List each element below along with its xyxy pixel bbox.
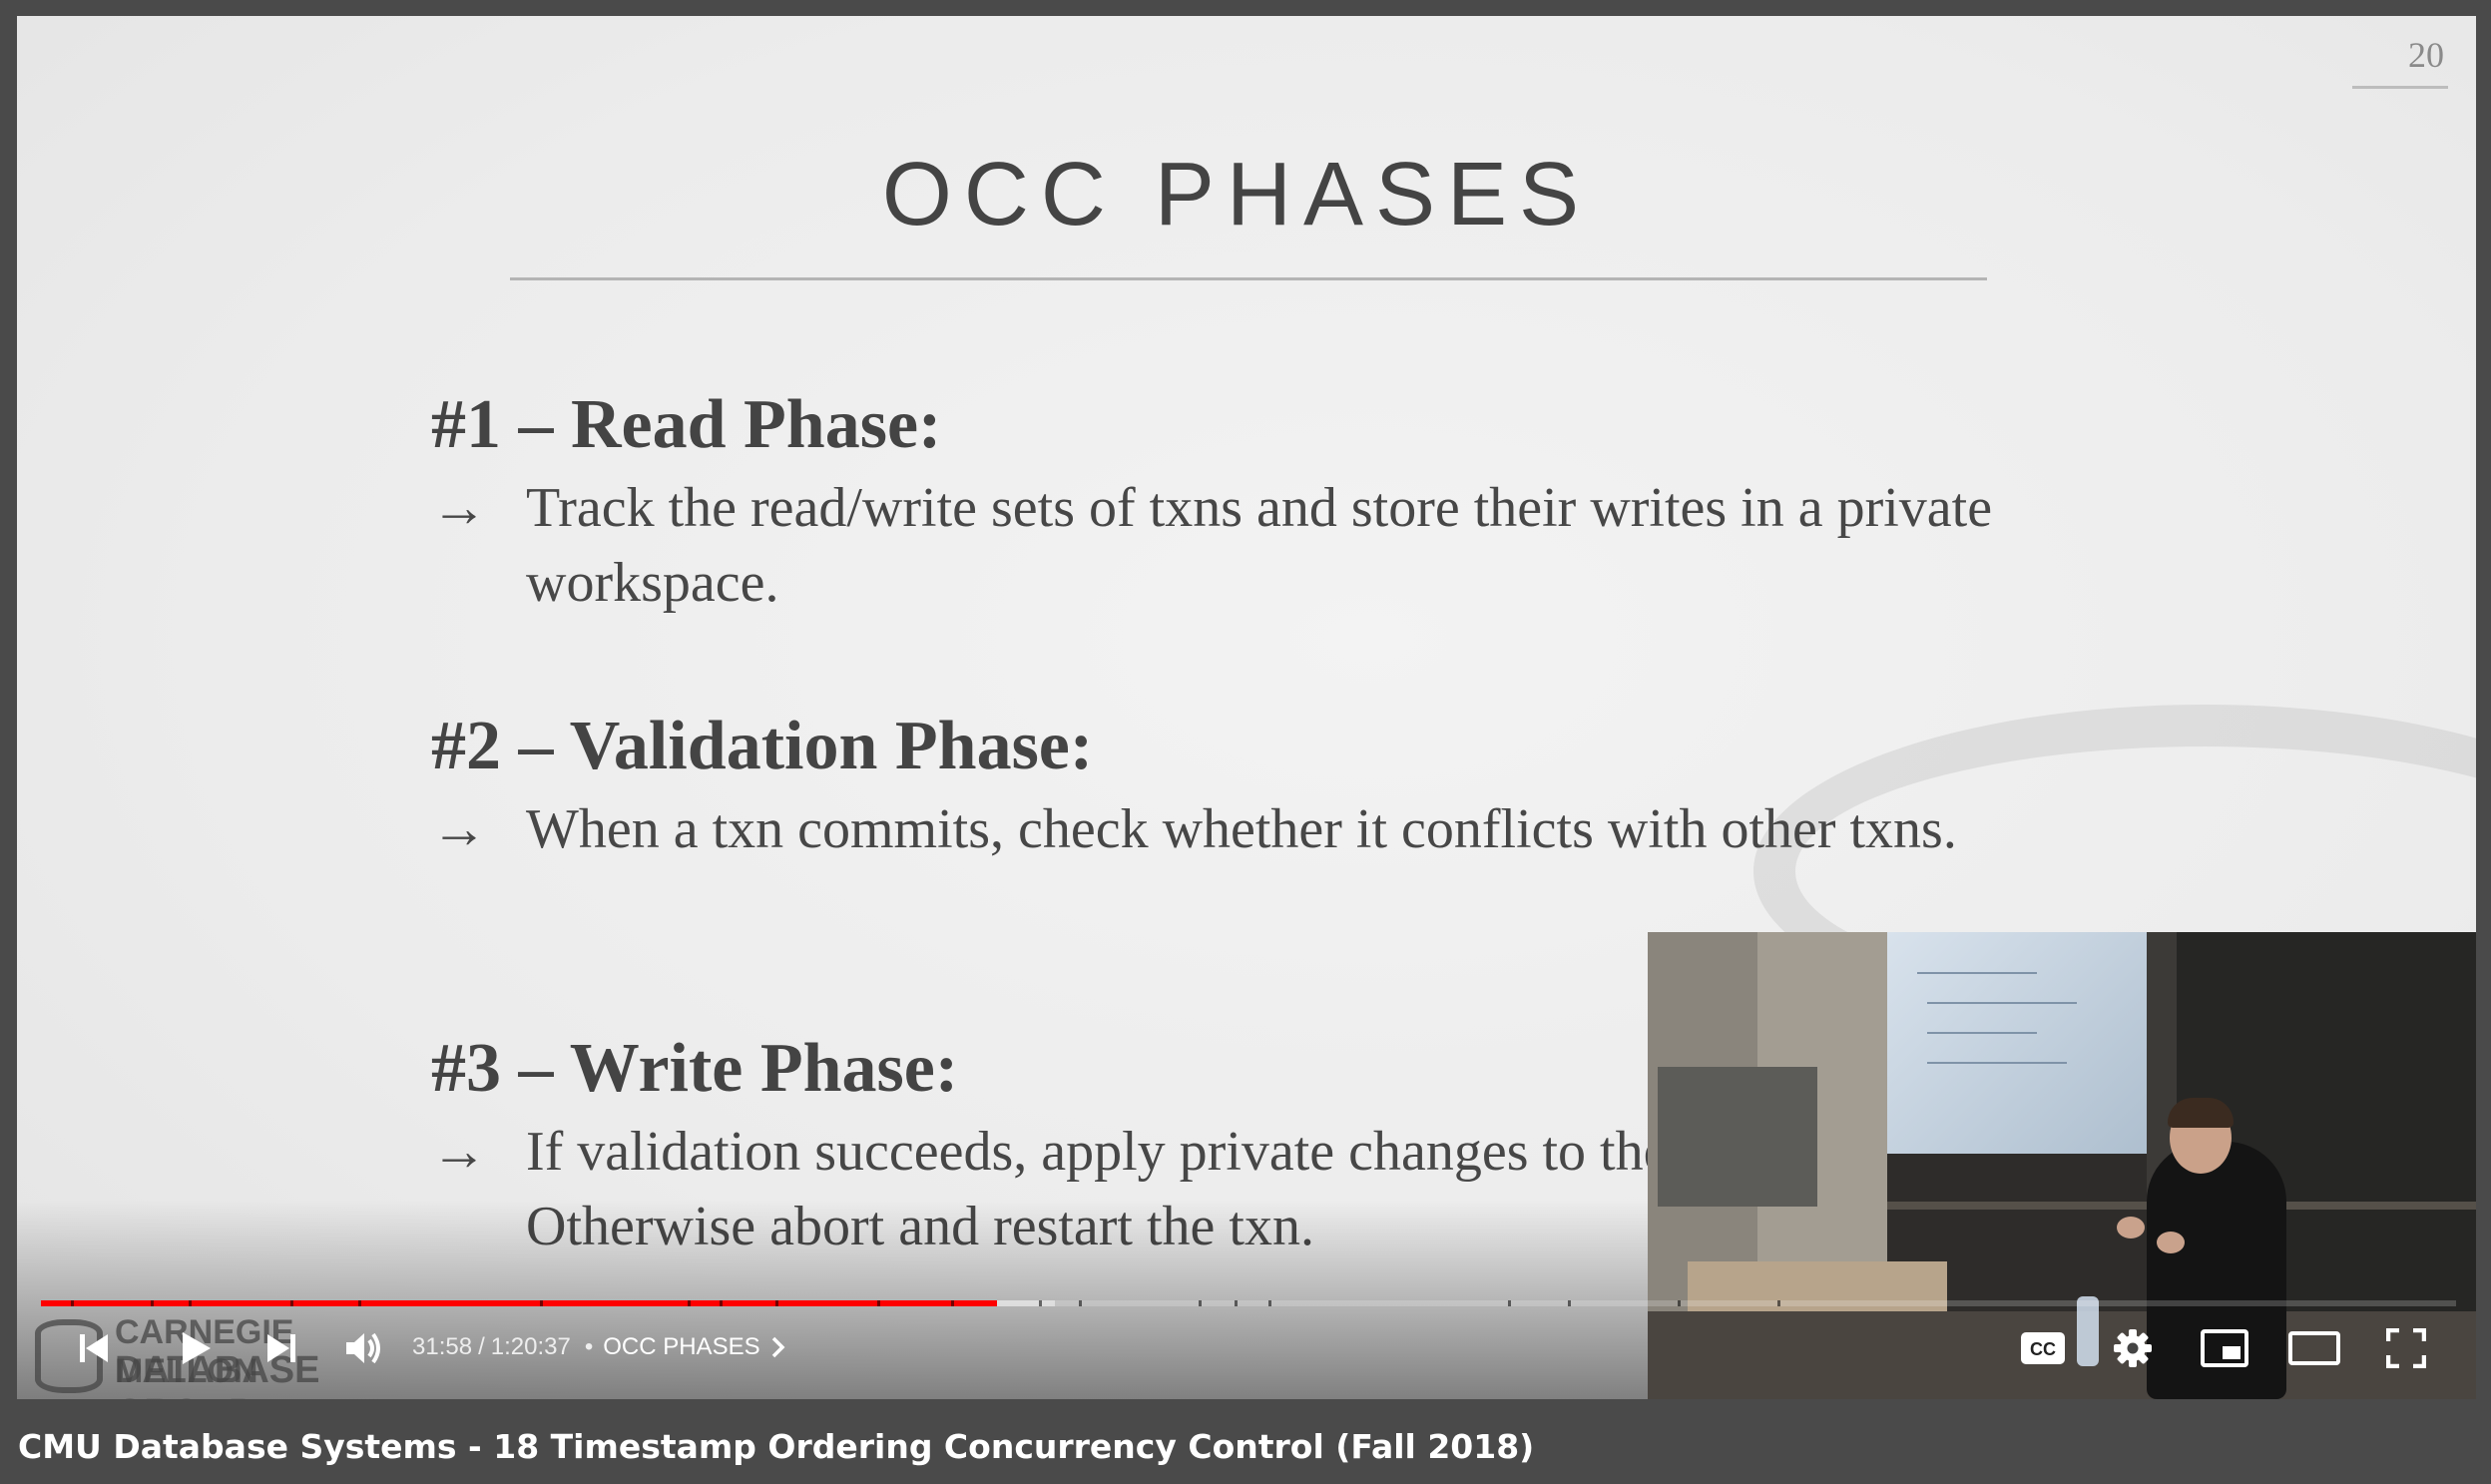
volume-icon [346, 1332, 380, 1364]
svg-text:CC: CC [2030, 1339, 2056, 1359]
video-player[interactable]: 20 OCC PHASES #1 – Read Phase: → Track t… [17, 16, 2476, 1399]
fullscreen-icon [2386, 1328, 2426, 1368]
chapter-marker [290, 1300, 293, 1306]
chapter-bullet: • [584, 1333, 594, 1360]
progress-bar[interactable] [41, 1300, 2456, 1306]
volume-button[interactable] [336, 1313, 392, 1383]
phase-description: Track the read/write sets of txns and st… [526, 477, 1993, 614]
chapter-marker [1268, 1300, 1271, 1306]
chapter-marker [540, 1300, 543, 1306]
chapter-marker [1568, 1300, 1571, 1306]
phase-item: #1 – Read Phase: → Track the read/write … [431, 385, 2083, 621]
logo-line-2: DATABASE GROUP [115, 1349, 320, 1399]
chapter-marker [1199, 1300, 1202, 1306]
chapter-marker [151, 1300, 154, 1306]
chapter-marker [1777, 1300, 1780, 1306]
arrow-bullet-icon: → [431, 1121, 487, 1183]
slide-page-number: 20 [2352, 34, 2448, 89]
phase-description: When a txn commits, check whether it con… [526, 798, 1957, 860]
chapter-marker [1039, 1300, 1042, 1306]
chapter-marker [1508, 1300, 1511, 1306]
pip-projection-screen [1887, 932, 2147, 1154]
chapter-marker [775, 1300, 778, 1306]
pip-desk [1688, 1261, 1947, 1311]
chapter-marker [877, 1300, 880, 1306]
chapter-marker [951, 1300, 954, 1306]
pip-speaker-body [2147, 1142, 2286, 1399]
chapter-button[interactable]: OCC PHASES [603, 1333, 785, 1361]
theater-icon [2288, 1331, 2340, 1365]
play-button[interactable] [167, 1313, 227, 1383]
progress-played [41, 1300, 998, 1306]
current-time: 31:58 [412, 1333, 473, 1360]
miniplayer-button[interactable] [2193, 1313, 2256, 1383]
settings-icon [2114, 1329, 2152, 1367]
title-divider [510, 277, 1987, 280]
video-title[interactable]: CMU Database Systems - 18 Timestamp Orde… [18, 1427, 1535, 1466]
phase-item: #2 – Validation Phase: → When a txn comm… [431, 707, 2083, 867]
time-display: 31:58 / 1:20:37 • OCC PHASES [412, 1333, 786, 1361]
play-icon [183, 1332, 211, 1364]
pip-speaker-hair [2168, 1098, 2234, 1128]
fullscreen-button[interactable] [2374, 1313, 2438, 1383]
phase-heading: #2 – Validation Phase: [431, 708, 1094, 784]
next-icon [267, 1334, 295, 1362]
duration: 1:20:37 [490, 1333, 571, 1360]
time-separator: / [478, 1333, 485, 1360]
lecture-slide: 20 OCC PHASES #1 – Read Phase: → Track t… [17, 16, 2476, 1399]
speaker-camera-inset [1648, 932, 2476, 1399]
previous-button[interactable] [69, 1313, 119, 1383]
pip-speaker-hand [2157, 1232, 2185, 1253]
captions-button[interactable]: CC [2013, 1313, 2073, 1383]
theater-mode-button[interactable] [2282, 1313, 2346, 1383]
chapter-marker [71, 1300, 74, 1306]
chapter-marker [1235, 1300, 1238, 1306]
pip-side-board [1658, 1067, 1817, 1207]
chapter-marker [1079, 1300, 1082, 1306]
previous-icon [80, 1334, 108, 1362]
player-controls: 31:58 / 1:20:37 • OCC PHASES CC [17, 1313, 2476, 1383]
arrow-bullet-icon: → [431, 798, 487, 860]
chapter-marker [688, 1300, 691, 1306]
chapter-marker [189, 1300, 192, 1306]
phase-heading: #1 – Read Phase: [431, 386, 942, 463]
settings-button[interactable] [2103, 1313, 2163, 1383]
pip-speaker-hand [2117, 1217, 2145, 1238]
next-button[interactable] [256, 1313, 306, 1383]
phase-heading: #3 – Write Phase: [431, 1030, 959, 1107]
miniplayer-icon [2201, 1329, 2248, 1367]
pip-water-bottle [2077, 1296, 2099, 1366]
captions-icon: CC [2021, 1332, 2065, 1364]
slide-title: OCC PHASES [881, 145, 1592, 245]
chapter-title: OCC PHASES [603, 1333, 760, 1360]
chevron-right-icon [771, 1336, 785, 1358]
chapter-marker [720, 1300, 723, 1306]
arrow-bullet-icon: → [431, 477, 487, 539]
chapter-marker [1678, 1300, 1681, 1306]
chapter-marker [358, 1300, 361, 1306]
